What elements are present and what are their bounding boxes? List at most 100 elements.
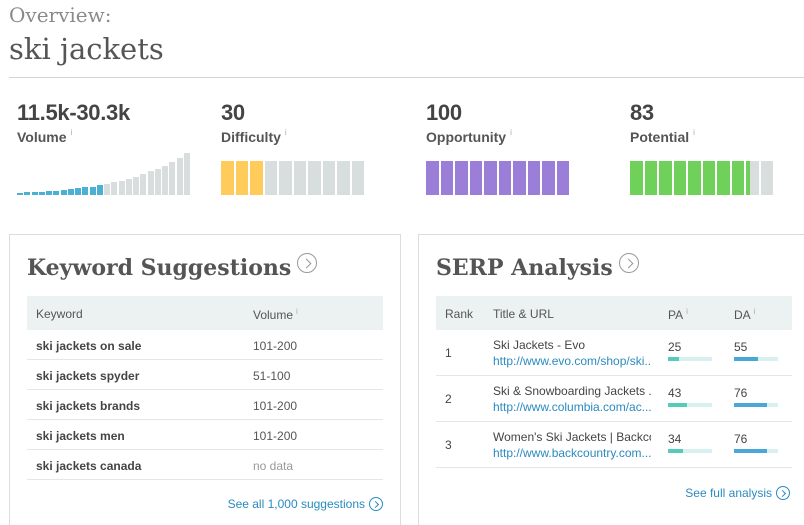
da-value: 76 (734, 386, 748, 400)
meter-segment (630, 161, 643, 195)
info-icon[interactable]: i (70, 128, 73, 137)
meter-segment (498, 161, 511, 195)
volume-cell: 101-200 (253, 399, 298, 413)
title-divider (9, 77, 804, 78)
volume-cell: 51-100 (253, 369, 291, 383)
da-value: 76 (734, 432, 748, 446)
volume-bar (111, 182, 118, 195)
meter-segment (308, 161, 321, 195)
volume-bar (38, 191, 45, 195)
volume-bar (17, 192, 23, 195)
potential-value: 83 (630, 100, 654, 125)
table-row[interactable]: ski jackets brands 101-200 (27, 390, 383, 420)
volume-bar (176, 158, 183, 195)
volume-bar (169, 162, 176, 195)
info-icon[interactable]: i (686, 307, 688, 316)
meter-segment (717, 161, 730, 195)
info-icon[interactable]: i (510, 128, 512, 137)
serp-url-link[interactable]: http://www.columbia.com/ac... (493, 400, 651, 414)
info-icon[interactable]: i (693, 128, 695, 137)
chevron-right-circle-icon (776, 486, 790, 500)
meter-segment (235, 161, 248, 195)
serp-title: Ski Jackets - Evo (493, 338, 586, 352)
pa-bar-fill (668, 449, 683, 453)
volume-cell: 101-200 (253, 339, 298, 353)
pa-bar (668, 449, 712, 453)
serp-table-header: Rank Title & URL PA i DA i (436, 296, 792, 330)
pa-value: 25 (668, 340, 682, 354)
volume-label-text: Volume (17, 129, 67, 145)
opportunity-label: Opportunity i (426, 128, 606, 145)
volume-bar (60, 189, 67, 195)
rank-column-header[interactable]: Rank (445, 307, 474, 321)
info-icon[interactable]: i (284, 128, 287, 137)
meter-segment (337, 161, 350, 195)
volume-bar-chart (17, 153, 197, 195)
meter-segment (279, 161, 292, 195)
serp-analysis-card: SERP Analysis Rank Title & URL PA i DA i 1… (418, 234, 804, 525)
metric-difficulty: 30 Difficulty i (221, 100, 401, 195)
meter-segment (513, 161, 526, 195)
table-row[interactable]: ski jackets canada no data (27, 450, 383, 480)
keyword-cell: ski jackets canada (36, 459, 142, 473)
metric-potential: 83 Potential i (630, 100, 804, 195)
volume-bar (154, 168, 161, 195)
meter-segment (673, 161, 686, 195)
difficulty-label-text: Difficulty (221, 129, 281, 145)
see-all-suggestions-link[interactable]: See all 1,000 suggestions (228, 497, 383, 511)
volume-value: 11.5k-30.3k (17, 100, 130, 125)
title-url-column-header[interactable]: Title & URL (493, 307, 554, 321)
table-row[interactable]: ski jackets spyder 51-100 (27, 360, 383, 390)
serp-title: Women's Ski Jackets | Backco... (493, 430, 651, 444)
volume-bar (133, 176, 139, 195)
info-icon[interactable]: i (296, 307, 298, 316)
meter-segment (221, 161, 234, 195)
see-full-analysis-text: See full analysis (685, 486, 772, 500)
rank-cell: 1 (445, 346, 452, 360)
volume-bar (24, 192, 31, 195)
volume-cell: no data (253, 459, 294, 473)
volume-bar (96, 185, 103, 195)
pa-bar-fill (668, 403, 687, 407)
volume-bar (140, 174, 147, 195)
da-bar (734, 403, 778, 407)
serp-row[interactable]: 3 Women's Ski Jackets | Backco... http:/… (436, 422, 792, 468)
serp-url-link[interactable]: http://www.backcountry.com... (493, 446, 651, 460)
info-icon[interactable]: i (753, 307, 756, 316)
meter-segment (322, 161, 335, 195)
page-title: ski jackets (9, 32, 164, 66)
opportunity-label-text: Opportunity (426, 129, 507, 145)
volume-column-header[interactable]: Volume i (253, 307, 298, 322)
potential-label: Potential i (630, 128, 804, 145)
volume-bar (183, 153, 190, 195)
serp-url-link[interactable]: http://www.evo.com/shop/ski... (493, 354, 651, 368)
pa-value: 43 (668, 386, 682, 400)
table-row[interactable]: ski jackets on sale 101-200 (27, 330, 383, 360)
chevron-right-circle-icon[interactable] (618, 253, 639, 273)
serp-row[interactable]: 2 Ski & Snowboarding Jackets ... http://… (436, 376, 792, 422)
table-row[interactable]: ski jackets men 101-200 (27, 420, 383, 450)
meter-segment (527, 161, 540, 195)
da-bar (734, 357, 778, 361)
difficulty-value: 30 (221, 100, 245, 125)
keyword-column-header[interactable]: Keyword (36, 307, 83, 321)
chevron-right-circle-icon[interactable] (297, 253, 318, 273)
serp-title: Ski & Snowboarding Jackets ... (493, 384, 651, 398)
serp-row[interactable]: 1 Ski Jackets - Evo http://www.evo.com/s… (436, 330, 792, 376)
difficulty-label: Difficulty i (221, 128, 401, 145)
volume-cell: 101-200 (253, 429, 298, 443)
pa-bar (668, 403, 712, 407)
volume-bar (162, 165, 168, 195)
keyword-cell: ski jackets men (36, 429, 125, 443)
rank-cell: 2 (445, 392, 452, 406)
volume-bar (75, 188, 81, 195)
meter-segment (440, 161, 453, 195)
see-full-analysis-link[interactable]: See full analysis (685, 486, 790, 500)
pa-column-header[interactable]: PA i (668, 307, 688, 322)
keyword-cell: ski jackets spyder (36, 369, 140, 383)
serp-analysis-title-text: SERP Analysis (436, 255, 613, 281)
da-column-header[interactable]: DA i (734, 307, 755, 322)
meter-segment (542, 161, 555, 195)
volume-bar (67, 189, 74, 195)
meter-segment (469, 161, 482, 195)
